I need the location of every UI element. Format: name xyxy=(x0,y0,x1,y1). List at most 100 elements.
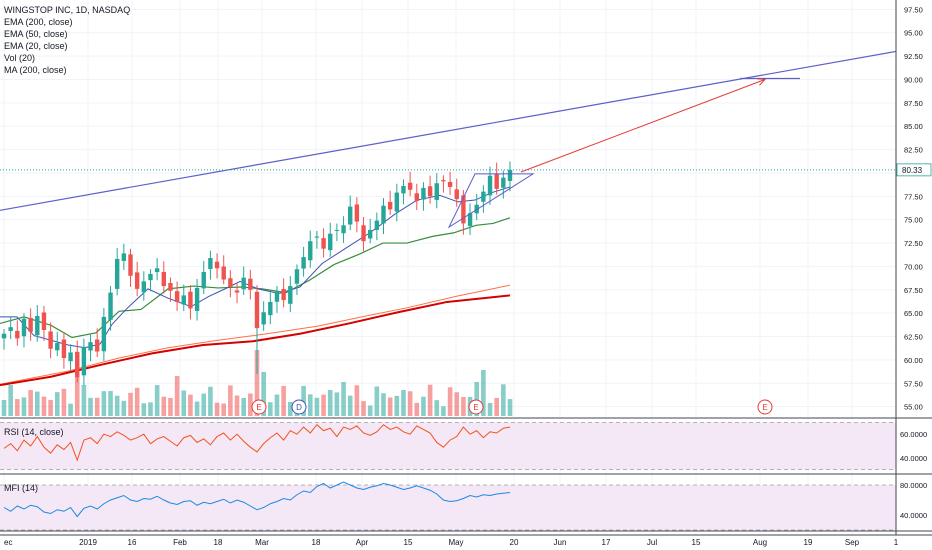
candle-body xyxy=(1,333,7,339)
price-tick-label: 77.50 xyxy=(904,192,923,201)
date-tick-label: 15 xyxy=(692,538,701,547)
chart-legend: WINGSTOP INC, 1D, NASDAQ EMA (200, close… xyxy=(4,4,130,76)
candle-body xyxy=(214,261,220,269)
candle-body xyxy=(294,269,300,284)
event-marker-label: E xyxy=(256,403,261,412)
volume-bar xyxy=(228,385,233,416)
volume-bar xyxy=(68,403,73,416)
candle-body xyxy=(28,317,33,332)
volume-bar xyxy=(21,397,27,416)
candle-body xyxy=(274,291,280,302)
price-tick-label: 85.00 xyxy=(904,122,923,131)
volume-bar xyxy=(287,401,293,416)
volume-bar xyxy=(114,395,120,416)
volume-bar xyxy=(434,400,440,416)
candle-body xyxy=(321,238,326,249)
date-tick-label: 18 xyxy=(214,538,223,547)
volume-bar xyxy=(254,350,260,416)
mfi-band xyxy=(0,485,896,530)
date-tick-label: 2019 xyxy=(79,538,97,547)
volume-bar xyxy=(367,405,373,416)
volume-bar xyxy=(161,396,167,416)
volume-bar xyxy=(474,382,480,416)
price-tick-label: 67.50 xyxy=(904,286,923,295)
volume-bar xyxy=(507,399,513,416)
volume-bar xyxy=(188,394,193,416)
volume-bar xyxy=(41,396,47,416)
volume-bar xyxy=(61,388,67,416)
date-tick-label: Mar xyxy=(255,538,269,547)
candle-body xyxy=(328,233,333,251)
rsi-pane-label: RSI (14, close) xyxy=(4,427,64,437)
legend-study-ema200: EMA (200, close) xyxy=(4,17,73,27)
candle-body xyxy=(35,315,40,336)
candle-body xyxy=(367,229,373,239)
volume-bar xyxy=(34,391,40,416)
candle-body xyxy=(154,268,160,273)
date-tick-label: 17 xyxy=(602,538,611,547)
rsi-band xyxy=(0,422,896,470)
mfi-tick-label: 40.0000 xyxy=(900,511,927,520)
candle-body xyxy=(81,346,87,376)
candle-body xyxy=(8,327,13,331)
candle-body xyxy=(174,291,180,302)
candle-body xyxy=(281,289,286,301)
candle-body xyxy=(41,312,47,330)
price-tick-label: 60.00 xyxy=(904,356,923,365)
volume-bar xyxy=(174,376,180,416)
volume-bar xyxy=(181,390,187,416)
date-tick-label: 15 xyxy=(404,538,413,547)
candle-body xyxy=(221,266,226,280)
price-tick-label: 97.50 xyxy=(904,5,923,14)
volume-bar xyxy=(494,397,499,416)
candle-body xyxy=(467,213,473,227)
date-tick-label: ec xyxy=(4,538,12,547)
legend-study-vol: Vol (20) xyxy=(4,53,36,63)
volume-bar xyxy=(194,401,200,416)
rsi-tick-label: 40.0000 xyxy=(900,454,927,463)
candle-body xyxy=(75,351,80,378)
candle-body xyxy=(354,204,360,222)
candle-body xyxy=(188,291,193,309)
candle-body xyxy=(288,286,293,304)
rsi-tick-label: 60.0000 xyxy=(900,430,927,439)
candle-body xyxy=(481,191,486,202)
price-tick-label: 87.50 xyxy=(904,99,923,108)
volume-bar xyxy=(314,397,320,416)
volume-bar xyxy=(447,387,453,416)
mfi-pane-label: MFI (14) xyxy=(4,483,39,493)
candle-body xyxy=(308,241,313,261)
volume-bar xyxy=(327,390,333,416)
candle-body xyxy=(168,283,173,291)
volume-bar xyxy=(374,386,380,416)
volume-bar xyxy=(28,390,33,416)
event-marker-label: E xyxy=(762,403,767,412)
volume-bar xyxy=(248,393,253,416)
volume-bar xyxy=(208,386,213,416)
candle-body xyxy=(161,271,166,287)
volume-bar xyxy=(148,402,153,416)
candle-body xyxy=(121,253,127,261)
earnings-marker-icon xyxy=(251,399,267,415)
volume-bar xyxy=(101,391,107,416)
volume-bar xyxy=(128,392,133,416)
candle-body xyxy=(494,173,499,189)
candle-body xyxy=(268,301,273,316)
volume-bar xyxy=(221,403,227,416)
date-tick-label: May xyxy=(448,538,463,547)
projection-arrow-head xyxy=(756,78,767,86)
legend-study-ema20: EMA (20, close) xyxy=(4,41,68,51)
candle-body xyxy=(148,273,153,281)
date-tick-label: 16 xyxy=(128,538,137,547)
volume-bar xyxy=(274,394,280,416)
candle-body xyxy=(407,182,413,190)
mfi-tick-label: 80.0000 xyxy=(900,481,927,490)
last-price-label: 80.33 xyxy=(902,166,923,175)
candle-body xyxy=(68,352,73,362)
volume-bar xyxy=(281,385,286,416)
volume-bar xyxy=(334,392,340,416)
date-tick-label: Apr xyxy=(356,538,369,547)
legend-study-ma200: MA (200, close) xyxy=(4,65,67,75)
legend-study-ema50: EMA (50, close) xyxy=(4,29,68,39)
